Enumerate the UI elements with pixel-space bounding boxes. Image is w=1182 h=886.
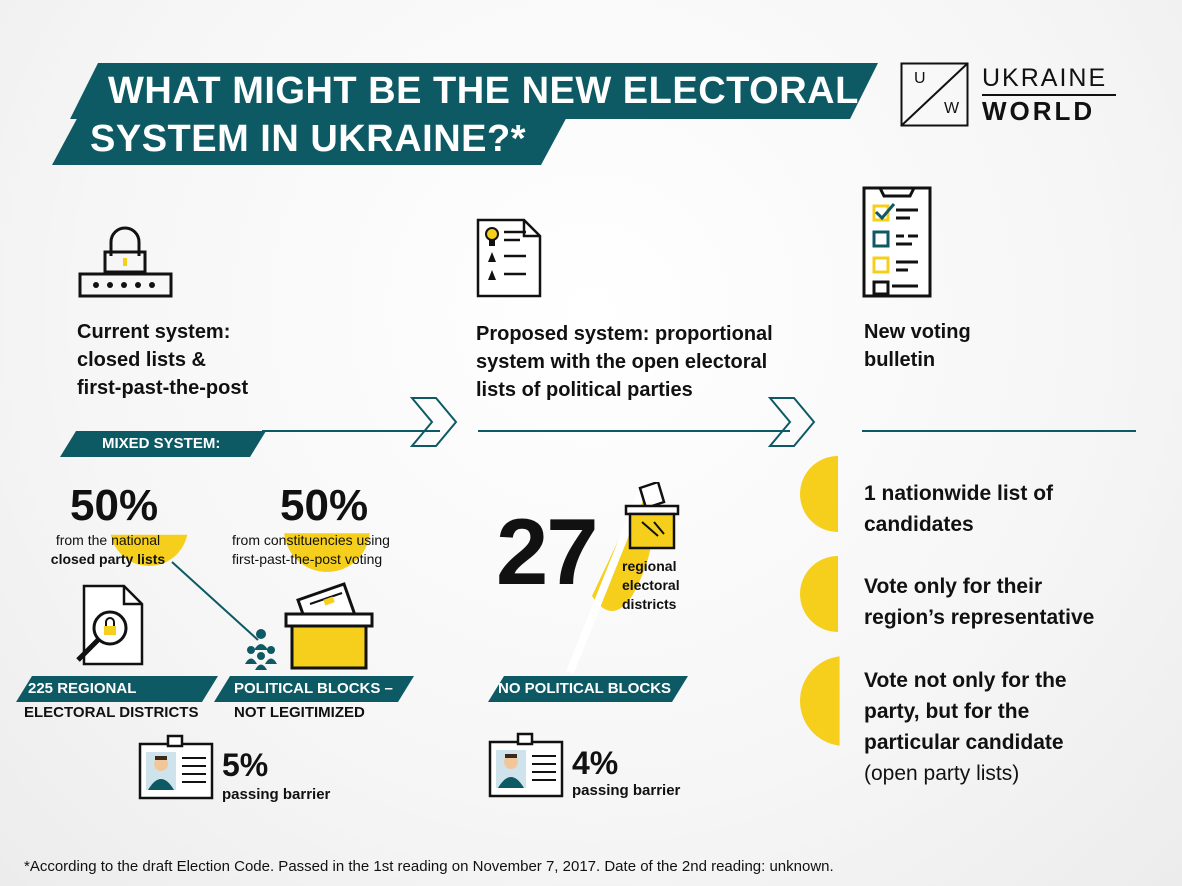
proposed-heading-l1: Proposed system: proportional [476, 323, 773, 345]
bulletin-heading: New voting bulletin [864, 318, 971, 374]
no-blocks-strip: NO POLITICAL BLOCKS [488, 676, 688, 702]
current-heading-l1: Current system: [77, 321, 231, 343]
title-banner-line1: WHAT MIGHT BE THE NEW ELECTORAL [70, 63, 878, 119]
left-percent: 50% [70, 481, 159, 530]
current-heading-l2: closed lists & [77, 349, 206, 371]
magnifier-document-icon [76, 584, 144, 666]
proposed-districts-l3: districts [622, 596, 677, 612]
checklist-icon [862, 186, 932, 298]
mixed-system-strip: MIXED SYSTEM: [60, 431, 266, 457]
left-desc-l1: from the national [55, 532, 161, 548]
bulletin-item-1-l1: 1 nationwide list of [864, 482, 1054, 505]
bulletin-heading-l1: New voting [864, 321, 971, 343]
bulletin-item-1-l2: candidates [864, 513, 974, 536]
ballot-box-icon [284, 582, 374, 670]
proposed-heading-l3: lists of political parties [476, 379, 693, 401]
right-desc-l2: first-past-the-post voting [232, 551, 383, 567]
id-badge-icon [488, 732, 564, 798]
blocks-label-l1: POLITICAL BLOCKS – [234, 680, 393, 697]
no-blocks-label: NO POLITICAL BLOCKS [498, 680, 672, 697]
bulletin-item-2-l1: Vote only for their [864, 575, 1043, 598]
logo-ukraine: UKRAINE [982, 64, 1108, 92]
title-line1: WHAT MIGHT BE THE NEW ELECTORAL [108, 70, 859, 112]
id-badge-icon [138, 734, 214, 800]
bulletin-item-3-l2: party, but for the [864, 700, 1030, 723]
logo-world: WORLD [982, 96, 1096, 126]
bulletin-item-3: Vote not only for the party, but for the… [864, 665, 1067, 789]
bulletin-heading-l2: bulletin [864, 349, 936, 371]
districts-strip: 225 REGIONAL [16, 676, 218, 702]
logo-u: U [914, 70, 926, 87]
logo: U W UKRAINE WORLD [900, 62, 1120, 128]
title-banner-line2: SYSTEM IN UKRAINE?* [52, 113, 569, 165]
districts-label-l2: ELECTORAL DISTRICTS [24, 704, 199, 721]
proposed-districts-num: 27 [496, 499, 599, 604]
logo-divider [982, 94, 1116, 96]
title-line2: SYSTEM IN UKRAINE?* [90, 118, 526, 160]
logo-mark [900, 62, 969, 127]
lock-icon [78, 226, 173, 298]
current-barrier-pct: 5% [222, 747, 269, 783]
bulletin-item-1: 1 nationwide list of candidates [864, 478, 1053, 540]
bulletin-item-2-l2: region’s representative [864, 606, 1095, 629]
current-heading: Current system: closed lists & first-pas… [77, 318, 248, 402]
districts-label-l1: 225 REGIONAL [28, 680, 137, 697]
proposed-barrier-pct: 4% [572, 745, 619, 781]
mixed-system-label: MIXED SYSTEM: [102, 435, 221, 452]
current-heading-l3: first-past-the-post [77, 377, 249, 399]
proposed-districts-text: regional electoral districts [622, 557, 680, 614]
proposed-heading: Proposed system: proportional system wit… [476, 320, 773, 404]
proposed-districts-l2: electoral [622, 577, 680, 593]
right-percent: 50% [280, 481, 369, 530]
bulletin-item-3-l4: (open party lists) [864, 762, 1020, 785]
proposed-districts-l1: regional [622, 558, 677, 574]
proposed-heading-l2: system with the open electoral [476, 351, 768, 373]
logo-w: W [944, 100, 960, 117]
current-barrier-label: passing barrier [222, 786, 331, 803]
people-icon [245, 629, 277, 670]
blocks-strip: POLITICAL BLOCKS – [214, 676, 414, 702]
bulletin-item-3-l3: particular candidate [864, 731, 1064, 754]
left-desc: from the national closed party lists [46, 531, 170, 569]
ballot-box-icon [624, 482, 680, 550]
right-desc-l1: from constituencies using [232, 532, 390, 548]
bulletin-item-2: Vote only for their region’s representat… [864, 571, 1094, 633]
footnote: *According to the draft Election Code. P… [24, 858, 834, 875]
right-desc: from constituencies using first-past-the… [232, 531, 390, 569]
document-icon [476, 218, 542, 298]
bulletin-item-3-l1: Vote not only for the [864, 669, 1067, 692]
blocks-label-l2: NOT LEGITIMIZED [234, 704, 365, 721]
left-desc-l2: closed party lists [50, 551, 166, 567]
proposed-barrier-label: passing barrier [572, 782, 681, 799]
